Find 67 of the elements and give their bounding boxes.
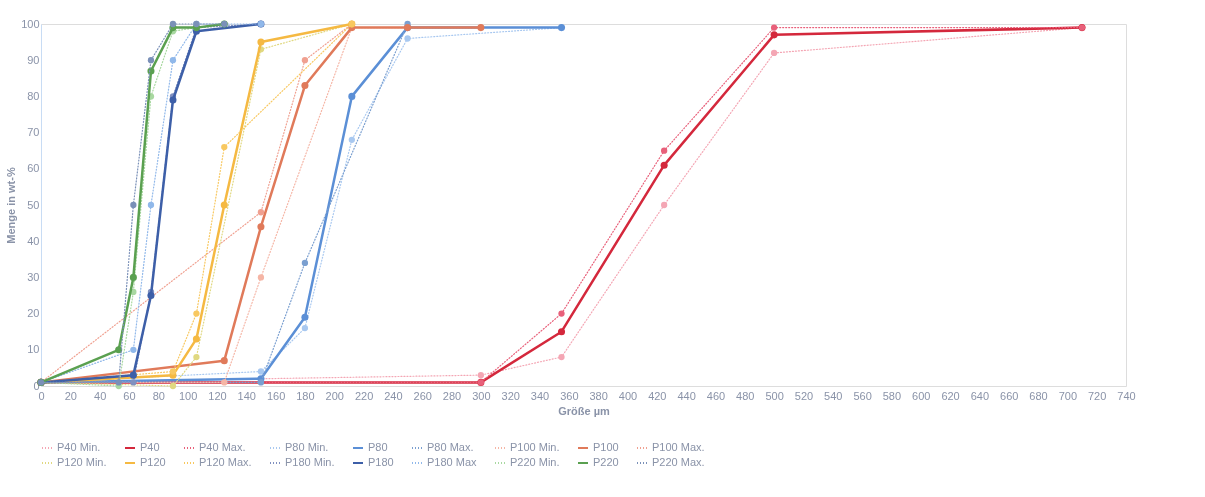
x-tick-label: 700 <box>1058 389 1078 402</box>
x-tick-label: 640 <box>970 389 990 402</box>
x-tick-label: 380 <box>589 389 608 402</box>
x-tick-label: 620 <box>941 389 960 402</box>
legend-label: P80 Max. <box>427 441 474 453</box>
y-tick-label: 20 <box>27 307 40 320</box>
x-tick-label: 200 <box>325 389 344 402</box>
legend-label: P80 <box>368 441 388 453</box>
x-tick-label: 280 <box>442 389 462 402</box>
y-tick-label: 90 <box>27 53 40 66</box>
x-tick-label: 300 <box>472 389 491 402</box>
y-tick-label: 50 <box>27 198 40 211</box>
legend-label: P100 Min. <box>510 441 560 453</box>
x-tick-label: 340 <box>530 389 550 402</box>
x-axis-title: Größe µm <box>558 404 610 417</box>
legend-label: P220 Min. <box>510 456 560 468</box>
legend-label: P120 Max. <box>199 456 252 468</box>
legend-label: P40 <box>140 441 160 453</box>
y-tick-label: 40 <box>27 234 40 247</box>
legend-label: P180 Max <box>427 456 478 468</box>
x-tick-label: 160 <box>266 389 286 402</box>
x-tick-label: 80 <box>152 389 165 402</box>
x-tick-label: 240 <box>384 389 403 402</box>
legend-label: P80 Min. <box>285 441 329 453</box>
x-tick-label: 460 <box>706 389 726 402</box>
x-tick-label: 220 <box>354 389 374 402</box>
x-tick-label: 740 <box>1117 389 1136 402</box>
y-tick-label: 60 <box>27 162 40 175</box>
x-tick-label: 660 <box>1000 389 1019 402</box>
legend-label: P40 Max. <box>199 441 246 453</box>
x-tick-label: 120 <box>208 389 227 402</box>
y-tick-label: 10 <box>27 343 40 356</box>
x-tick-label: 560 <box>853 389 872 402</box>
x-tick-label: 580 <box>882 389 902 402</box>
x-tick-label: 680 <box>1029 389 1048 402</box>
legend-label: P100 Max. <box>652 441 705 453</box>
y-axis-title: Menge in wt-% <box>5 167 18 244</box>
x-tick-label: 600 <box>912 389 931 402</box>
legend-label: P120 Min. <box>57 456 107 468</box>
legend-label: P220 Max. <box>652 456 705 468</box>
x-tick-label: 520 <box>794 389 814 402</box>
x-tick-label: 400 <box>618 389 638 402</box>
x-tick-label: 180 <box>296 389 315 402</box>
legend-label: P180 Min. <box>285 456 335 468</box>
y-tick-label: 100 <box>21 17 40 30</box>
x-tick-label: 40 <box>94 389 107 402</box>
x-tick-label: 360 <box>560 389 579 402</box>
legend-label: P40 Min. <box>57 441 101 453</box>
x-tick-label: 440 <box>677 389 696 402</box>
x-tick-label: 140 <box>237 389 256 402</box>
x-tick-label: 500 <box>765 389 784 402</box>
x-tick-label: 320 <box>501 389 520 402</box>
y-tick-label: 70 <box>27 126 40 139</box>
x-tick-label: 100 <box>178 389 198 402</box>
legend-label: P220 <box>593 456 619 468</box>
x-tick-label: 420 <box>648 389 667 402</box>
y-tick-label: 80 <box>27 89 40 102</box>
y-tick-label: 30 <box>27 270 40 283</box>
legend-label: P120 <box>140 456 166 468</box>
x-tick-label: 720 <box>1088 389 1107 402</box>
x-tick-label: 20 <box>64 389 77 402</box>
legend-label: P100 <box>593 441 619 453</box>
legend-label: P180 <box>368 456 394 468</box>
x-tick-label: 60 <box>123 389 136 402</box>
x-tick-label: 480 <box>736 389 755 402</box>
x-tick-label: 540 <box>824 389 843 402</box>
x-tick-label: 260 <box>413 389 432 402</box>
